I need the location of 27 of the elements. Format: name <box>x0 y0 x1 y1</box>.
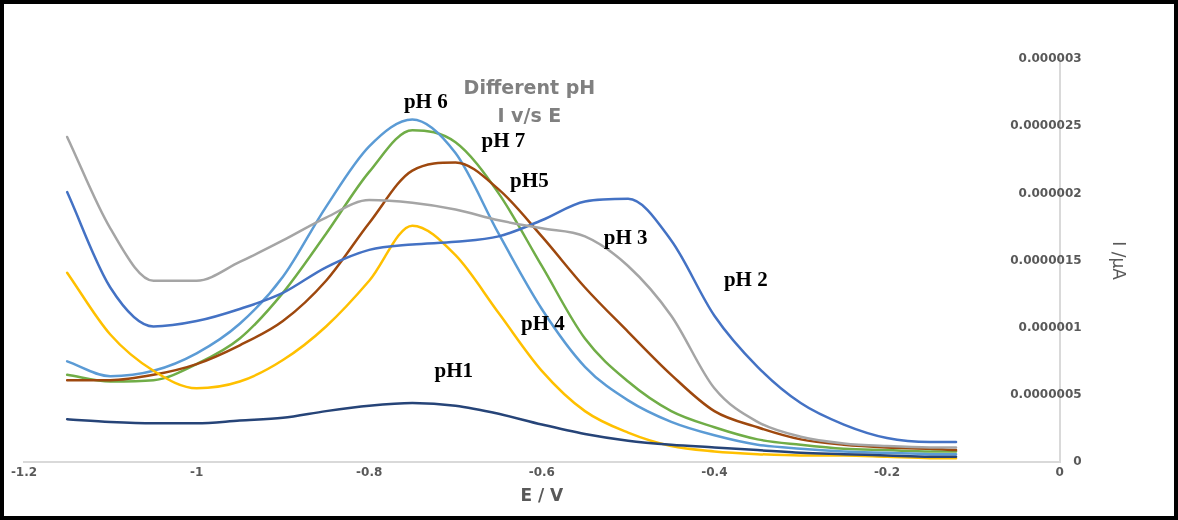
y-tick-label: 0.0000005 <box>1010 387 1082 402</box>
x-tick-label: -0.2 <box>873 464 901 479</box>
x-tick-label: -1.2 <box>10 464 38 479</box>
y-tick-label: 0.000001 <box>1018 319 1082 334</box>
x-tick-label: 0 <box>1055 464 1064 479</box>
annotation: pH 3 <box>603 225 648 250</box>
y-tick-label: 0.000003 <box>1018 51 1082 66</box>
y-axis-title: I /μA <box>1109 241 1130 281</box>
text: I v/s E <box>497 103 562 126</box>
x-tick-label: -0.8 <box>356 464 383 479</box>
y-tick-label: 0.0000025 <box>1010 118 1082 133</box>
x-tick-label: -0.4 <box>701 464 728 479</box>
annotation: pH 6 <box>403 88 448 113</box>
line-series <box>65 224 958 460</box>
x-tick-label: -0.6 <box>528 464 555 479</box>
y-tick-label: 0 <box>1073 454 1082 469</box>
y-tick-label: 0.000002 <box>1018 185 1082 200</box>
annotation: pH1 <box>434 358 474 383</box>
line-series <box>65 401 958 459</box>
x-axis-title: E / V <box>520 485 565 506</box>
y-tick-label: 0.0000015 <box>1010 252 1082 267</box>
annotation: pH 4 <box>520 311 566 336</box>
annotation: pH 2 <box>723 266 768 291</box>
annotation: pH5 <box>510 168 549 193</box>
text: Different pH <box>463 75 596 98</box>
x-tick-label: -1 <box>189 464 204 479</box>
annotation: pH 7 <box>481 128 526 153</box>
